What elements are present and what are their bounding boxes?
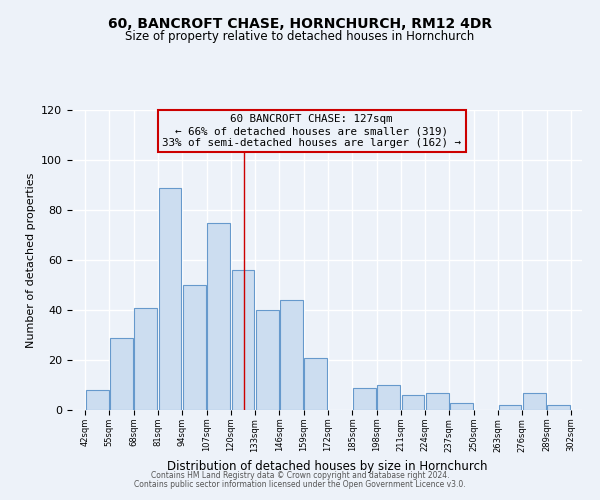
Bar	[353, 388, 376, 410]
Bar	[158, 188, 181, 410]
Bar	[207, 222, 230, 410]
Y-axis label: Number of detached properties: Number of detached properties	[26, 172, 35, 348]
Bar	[450, 402, 473, 410]
Bar	[377, 385, 400, 410]
Bar	[183, 285, 206, 410]
Text: Contains HM Land Registry data © Crown copyright and database right 2024.: Contains HM Land Registry data © Crown c…	[151, 471, 449, 480]
X-axis label: Distribution of detached houses by size in Hornchurch: Distribution of detached houses by size …	[167, 460, 487, 473]
Bar	[499, 405, 521, 410]
Text: Contains public sector information licensed under the Open Government Licence v3: Contains public sector information licen…	[134, 480, 466, 489]
Text: 60, BANCROFT CHASE, HORNCHURCH, RM12 4DR: 60, BANCROFT CHASE, HORNCHURCH, RM12 4DR	[108, 18, 492, 32]
Bar	[401, 395, 424, 410]
Bar	[134, 308, 157, 410]
Text: Size of property relative to detached houses in Hornchurch: Size of property relative to detached ho…	[125, 30, 475, 43]
Bar	[547, 405, 570, 410]
Bar	[280, 300, 303, 410]
Bar	[110, 338, 133, 410]
Bar	[523, 392, 546, 410]
Bar	[232, 270, 254, 410]
Bar	[426, 392, 449, 410]
Bar	[304, 358, 327, 410]
Text: 60 BANCROFT CHASE: 127sqm
← 66% of detached houses are smaller (319)
33% of semi: 60 BANCROFT CHASE: 127sqm ← 66% of detac…	[162, 114, 461, 148]
Bar	[86, 390, 109, 410]
Bar	[256, 310, 278, 410]
